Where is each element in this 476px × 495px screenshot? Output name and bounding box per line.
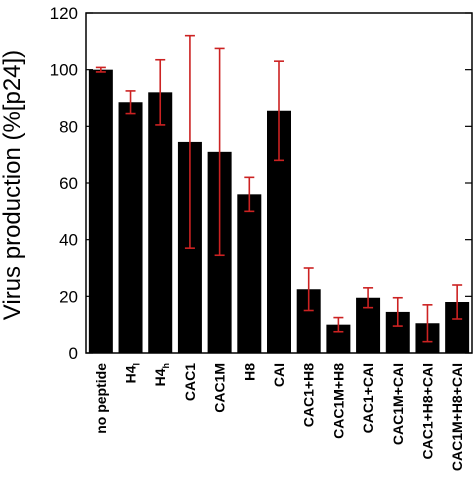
x-tick-label: CAC1+CAI: [360, 363, 376, 433]
x-tick-label-text: CAC1M+CAI: [390, 363, 406, 445]
error-bar: [452, 284, 463, 320]
y-tick-label: 40: [59, 231, 78, 250]
x-tick-label: CAC1: [182, 363, 198, 401]
x-tick-label: CAC1M: [212, 363, 228, 413]
error-bar: [392, 296, 403, 327]
x-tick-label-text: CAI: [271, 363, 287, 387]
x-tick-label: CAC1M+H8+CAI: [449, 363, 465, 471]
x-tick-label-text: CAC1+H8+CAI: [419, 363, 435, 459]
error-bar: [333, 316, 344, 333]
error-bar: [95, 66, 106, 73]
x-tick-label: CAC1M+CAI: [390, 363, 406, 445]
y-tick-label: 0: [69, 344, 78, 363]
y-tick-label: 120: [50, 4, 78, 23]
x-tick-label-text: H8: [241, 363, 257, 381]
error-bar: [363, 287, 374, 309]
x-tick-label-text: no peptide: [93, 363, 109, 434]
x-tick-label-subscript: l: [132, 363, 142, 366]
x-tick-label-text: CAC1+CAI: [360, 363, 376, 433]
x-tick-label-text: H4: [123, 365, 139, 383]
x-tick-label: CAC1M+H8: [330, 363, 346, 439]
y-axis-label: Virus production (%[p24]): [0, 50, 26, 320]
bar: [237, 194, 262, 353]
bar: [88, 69, 113, 354]
x-tick-label-text: CAC1M+H8: [330, 363, 346, 439]
error-bar: [303, 267, 314, 312]
error-bar: [422, 304, 433, 343]
y-axis: 0 20 40 60 80 100 120: [50, 4, 472, 363]
error-bar: [274, 60, 284, 162]
x-tick-label: CAI: [271, 363, 287, 387]
y-tick-label: 20: [59, 287, 78, 306]
error-bar: [125, 90, 136, 115]
y-tick-label: 60: [59, 174, 78, 193]
error-bar: [184, 34, 195, 249]
error-bar: [214, 47, 225, 257]
bars-layer: [88, 69, 470, 354]
x-tick-label-text: H4: [152, 368, 168, 386]
bar: [148, 92, 173, 353]
x-tick-label-text: CAC1M+H8+CAI: [449, 363, 465, 471]
y-tick-label: 80: [59, 117, 78, 136]
x-tick-label: H4h: [152, 363, 171, 386]
error-bar: [155, 58, 166, 126]
y-tick-label: 100: [50, 61, 78, 80]
x-tick-label-text: CAC1M: [212, 363, 228, 413]
x-tick-label-text: CAC1: [182, 363, 198, 401]
x-tick-label-subscript: h: [161, 363, 171, 369]
x-tick-label: H4l: [123, 363, 142, 383]
x-tick-label-text: CAC1+H8: [301, 363, 317, 427]
x-tick-label: H8: [241, 363, 257, 381]
error-bars-layer: [95, 34, 463, 343]
x-tick-label: CAC1+H8: [301, 363, 317, 427]
error-bar: [244, 176, 255, 213]
x-tick-label: no peptide: [93, 363, 109, 434]
bar: [118, 102, 143, 353]
x-tick-label: CAC1+H8+CAI: [419, 363, 435, 459]
